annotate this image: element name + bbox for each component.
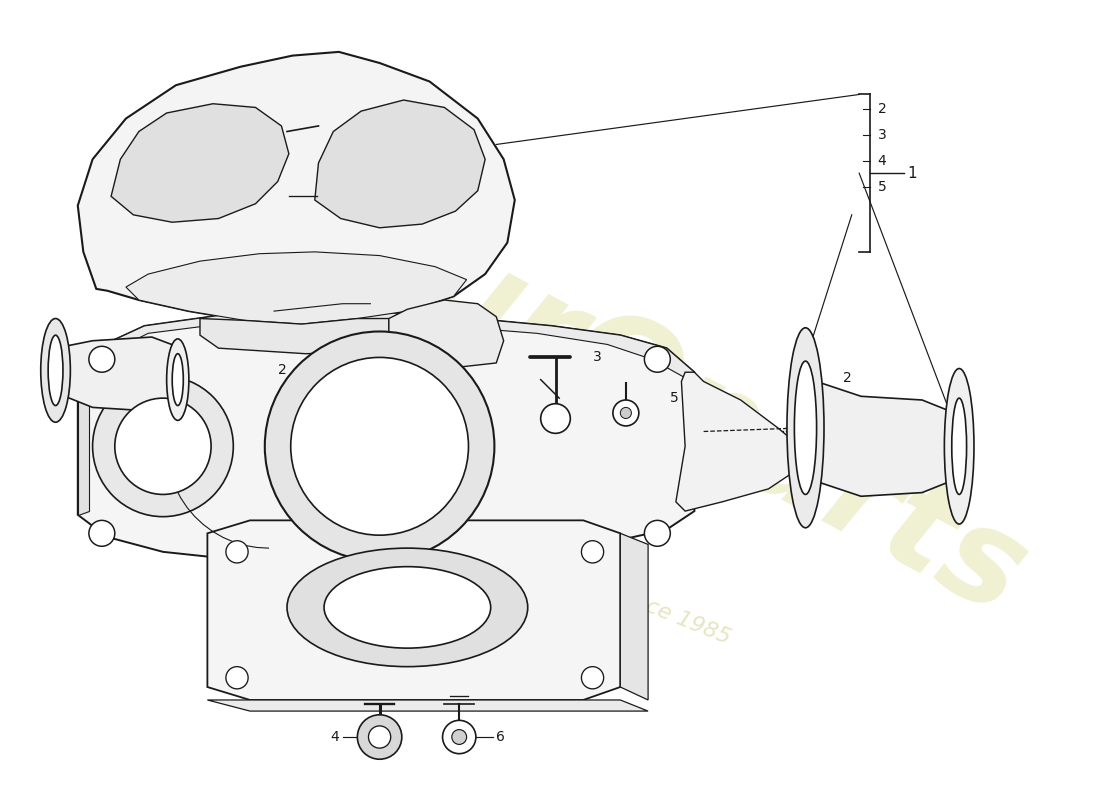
Circle shape [645, 346, 670, 372]
Ellipse shape [287, 548, 528, 666]
Circle shape [89, 346, 114, 372]
Ellipse shape [794, 361, 816, 494]
Ellipse shape [324, 566, 491, 648]
Polygon shape [315, 100, 485, 228]
Circle shape [89, 520, 114, 546]
Circle shape [582, 666, 604, 689]
Text: 3: 3 [593, 350, 602, 365]
Polygon shape [208, 700, 648, 711]
Circle shape [265, 331, 494, 561]
Polygon shape [389, 300, 504, 366]
Circle shape [613, 400, 639, 426]
Circle shape [620, 407, 631, 418]
Circle shape [368, 726, 390, 748]
Text: 2: 2 [278, 363, 286, 378]
Ellipse shape [41, 318, 70, 422]
Polygon shape [78, 311, 694, 561]
Ellipse shape [945, 369, 974, 524]
Circle shape [645, 520, 670, 546]
Polygon shape [620, 534, 648, 700]
Circle shape [226, 666, 249, 689]
Polygon shape [125, 252, 466, 324]
Polygon shape [78, 52, 515, 324]
Ellipse shape [952, 398, 967, 494]
Text: 5: 5 [670, 391, 679, 405]
Polygon shape [111, 104, 289, 222]
Text: 1: 1 [908, 166, 917, 181]
Ellipse shape [167, 339, 189, 420]
Text: 5: 5 [878, 180, 887, 194]
Polygon shape [78, 311, 694, 382]
Ellipse shape [173, 354, 184, 406]
Circle shape [92, 376, 233, 517]
Ellipse shape [48, 335, 63, 406]
Text: 2: 2 [843, 370, 851, 385]
Text: 4: 4 [878, 154, 887, 168]
Text: 4: 4 [330, 730, 339, 744]
Text: 6: 6 [496, 730, 505, 744]
Polygon shape [200, 318, 389, 354]
Polygon shape [675, 372, 800, 511]
Circle shape [452, 730, 466, 745]
Polygon shape [56, 337, 185, 411]
Circle shape [442, 720, 476, 754]
Polygon shape [78, 382, 89, 515]
Ellipse shape [786, 328, 824, 528]
Text: a passion for parts since 1985: a passion for parts since 1985 [415, 504, 734, 648]
Circle shape [541, 404, 570, 434]
Polygon shape [805, 378, 962, 496]
Circle shape [582, 541, 604, 563]
Polygon shape [208, 520, 620, 700]
Circle shape [358, 714, 402, 759]
Circle shape [290, 358, 469, 535]
Text: 3: 3 [878, 128, 887, 142]
Text: eurOparts: eurOparts [323, 177, 1046, 642]
Circle shape [226, 541, 249, 563]
Circle shape [114, 398, 211, 494]
Text: 2: 2 [878, 102, 887, 116]
